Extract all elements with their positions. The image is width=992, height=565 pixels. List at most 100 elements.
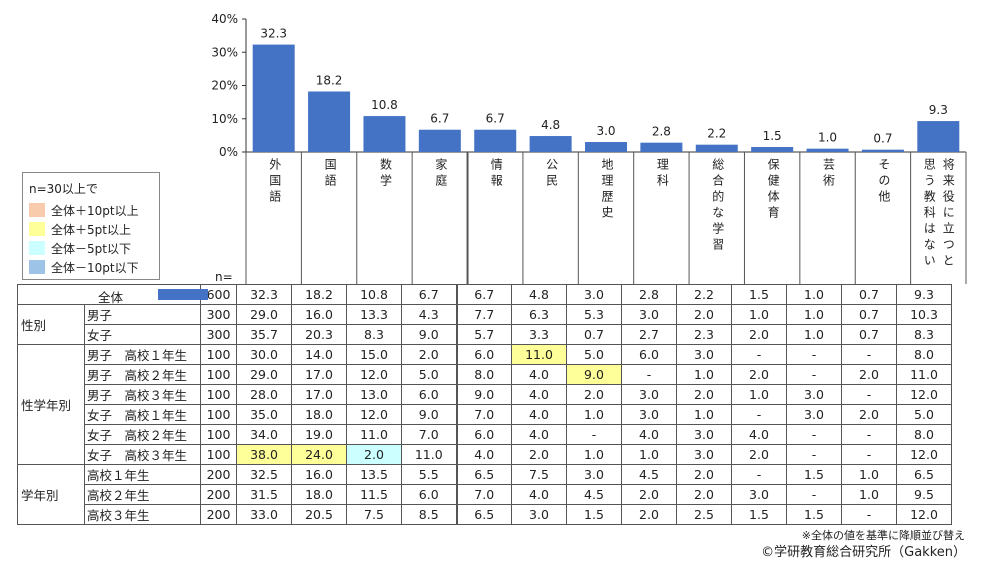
value-cell: 3.0 [786,384,842,405]
bar [308,91,351,152]
value-cell: 1.0 [731,384,787,405]
value-cell: 4.5 [621,464,677,485]
value-cell: 11.0 [896,364,952,385]
value-cell: 7.5 [346,504,402,525]
value-cell: 6.7 [401,284,457,305]
value-cell: 1.0 [841,464,897,485]
value-cell: 18.0 [291,404,347,425]
value-cell: 5.5 [401,464,457,485]
bar [585,142,627,152]
row-label: 高校２年生 [84,484,201,505]
value-cell: 2.8 [621,284,677,305]
value-cell: 4.0 [455,444,512,465]
legend-item: 全体－10pt以下 [29,259,139,275]
value-cell: 7.7 [455,304,512,325]
data-label: 32.3 [260,27,287,41]
value-cell: - [731,464,787,485]
table-row-all: 全体 600 32.3 18.2 10.8 6.7 6.7 4.8 3.0 2.8 2.2 1.5 1.… [17,284,952,305]
value-cell: 2.0 [621,504,677,525]
value-cell: 2.5 [676,504,732,525]
value-cell: 0.7 [841,284,897,305]
value-cell: 12.0 [346,404,402,425]
value-cell: 13.3 [346,304,402,325]
value-cell: 10.3 [896,304,952,325]
subject-label: 数学 [378,158,393,190]
n-cell: 100 [200,384,237,405]
n-cell: 100 [200,404,237,425]
legend-label: 全体＋5pt以上 [51,222,131,237]
y-tick-label: 40% [211,12,238,26]
n-cell: 200 [200,464,237,485]
value-cell: - [841,504,897,525]
bar [418,129,461,152]
legend-swatch [29,222,45,236]
value-cell: 30.0 [236,344,292,365]
value-cell: 31.5 [236,484,292,505]
value-cell: 33.0 [236,504,292,525]
n-label: n= [215,270,233,284]
value-cell: - [841,444,897,465]
data-label: 3.0 [596,124,615,138]
n-cell: 300 [200,304,237,325]
value-cell: 32.5 [236,464,292,485]
value-cell: 7.5 [511,464,567,485]
value-cell: 1.5 [731,284,787,305]
legend-item: 全体－5pt以下 [29,240,131,256]
data-label: 1.0 [818,131,837,145]
y-tick-label: 0% [219,145,238,159]
value-cell: 2.0 [841,364,897,385]
value-cell: 9.3 [896,284,952,305]
bar [363,116,406,152]
value-cell: 5.0 [566,344,622,365]
value-cell: 35.0 [236,404,292,425]
value-cell: 3.0 [786,404,842,425]
subject-label: 外国語 [267,158,282,206]
value-cell: 2.0 [566,384,622,405]
value-cell: 2.0 [676,464,732,485]
data-label: 2.8 [652,125,671,139]
bar [529,136,572,152]
value-cell: 20.3 [291,324,347,345]
value-cell: 4.8 [511,284,567,305]
value-cell: 6.7 [455,284,512,305]
bar [695,144,738,152]
table-row: 女子 高校３年生 100 38.0 24.0 2.0 11.0 4.0 2.0 1.0 1.0 3.… [18,444,952,465]
value-cell: 2.7 [621,324,677,345]
value-cell: 3.0 [731,484,787,505]
value-cell: 7.0 [401,424,457,445]
all-row-label: 全体 [98,290,124,305]
value-cell: 4.3 [401,304,457,325]
value-cell: 19.0 [291,424,347,445]
value-cell: 2.3 [676,324,732,345]
data-label: 1.5 [763,129,782,143]
value-cell: 7.0 [455,484,512,505]
value-cell: 1.0 [731,304,787,325]
value-cell: 3.0 [621,404,677,425]
value-cell: 2.2 [676,284,732,305]
value-cell: 4.0 [621,424,677,445]
value-cell: 1.0 [676,364,732,385]
y-tick-label: 10% [211,112,238,126]
bar [640,142,683,152]
value-cell: 1.0 [786,284,842,305]
value-cell: 32.3 [236,284,292,305]
table-row: 学年別 高校１年生 200 32.5 16.0 13.5 5.5 6.5 7.5 3.0 4.5 2.… [17,464,952,525]
value-cell: - [841,384,897,405]
value-cell: 1.0 [566,404,622,425]
subject-label: 理科 [655,158,670,190]
value-cell: 1.0 [676,404,732,425]
subject-label: 保健体育 [766,158,781,222]
value-cell: 8.0 [455,364,512,385]
n-cell: 300 [200,324,237,345]
n-cell: 100 [200,364,237,385]
value-cell: 9.0 [401,324,457,345]
value-cell: 16.0 [291,304,347,325]
group-label: 性別 [17,304,85,345]
value-cell: - [731,344,787,365]
value-cell: 3.0 [511,504,567,525]
table-row: 女子 高校１年生 100 35.0 18.0 12.0 9.0 7.0 4.0 1.0 3.0 1.… [18,404,952,425]
value-cell: 35.7 [236,324,292,345]
legend-swatch [29,260,45,274]
value-cell: 6.3 [511,304,567,325]
value-cell: 12.0 [896,444,952,465]
